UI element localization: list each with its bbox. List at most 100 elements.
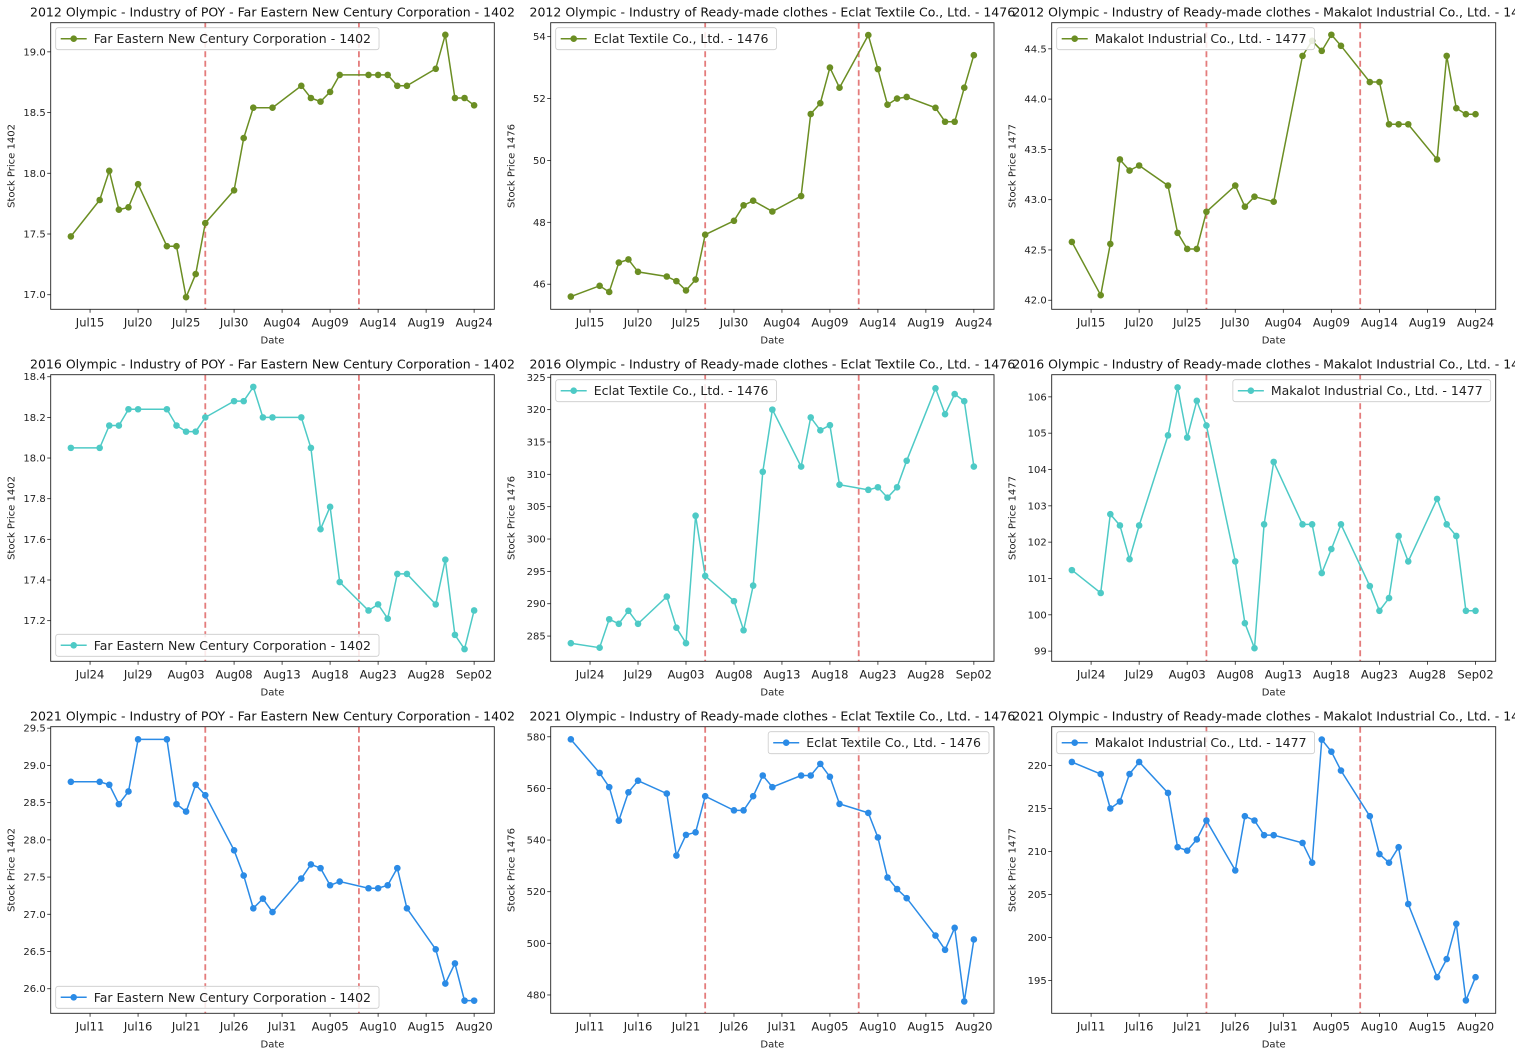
data-point [1328,748,1335,755]
chart-title: 2016 Olympic - Industry of POY - Far Eas… [30,357,515,372]
x-tick-label: Jul11 [575,1019,605,1033]
data-point [461,645,468,653]
data-point [836,800,843,808]
x-tick-label: Jul20 [623,315,653,329]
x-tick-label: Jul20 [1124,315,1154,329]
data-point [625,256,632,263]
y-tick-label: 290 [527,599,546,610]
x-tick-label: Aug19 [1409,315,1446,329]
y-tick-label: 44.5 [1024,44,1046,55]
plot-frame [1051,22,1497,310]
series-line [70,34,475,300]
data-point [173,800,180,808]
y-tick-label: 305 [527,502,546,513]
y-tick-label: 28.5 [23,798,45,809]
y-tick-label: 27.5 [23,873,45,884]
data-point [1251,817,1258,824]
data-point [567,736,575,743]
data-point [615,620,623,628]
x-tick-label: Aug20 [456,1019,493,1033]
data-point [951,390,958,398]
x-tick-label: Aug15 [1409,1019,1446,1033]
x-tick-label: Jul24 [1076,667,1106,681]
x-tick-label: Aug18 [811,667,848,681]
data-point [105,422,113,429]
y-tick-label: 560 [527,784,546,795]
x-tick-label: Jul30 [719,315,749,329]
plot-frame [1051,374,1497,662]
data-point [307,444,315,452]
y-tick-label: 17.4 [23,575,45,586]
data-point [1135,162,1143,169]
legend-label: Far Eastern New Century Corporation - 14… [94,638,371,653]
y-tick-label: 28.0 [23,835,45,846]
data-point [1462,607,1470,615]
x-tick-label: Aug09 [811,315,848,329]
x-tick-label: Aug20 [955,1019,992,1033]
data-point [451,960,459,967]
data-point [1462,110,1470,118]
subplot-9: 2021 Olympic - Industry of Ready-made cl… [1008,709,1515,1051]
data-point [470,607,478,614]
x-tick-label: Jul15 [575,315,605,329]
y-tick-label: 54 [533,32,546,43]
data-point [394,82,401,90]
data-point [394,864,401,872]
data-point [826,421,834,429]
data-point [1462,997,1470,1004]
data-point [807,772,815,779]
x-tick-label: Aug04 [763,315,800,329]
y-tick-label: 18.2 [23,413,45,424]
data-point [105,781,113,789]
plot-frame [50,726,495,1014]
x-tick-label: Jul21 [171,1019,201,1033]
data-point [663,593,671,600]
y-tick-label: 17.2 [23,616,45,627]
legend-label: Makalot Industrial Co., Ltd. - 1477 [1095,735,1307,750]
data-point [163,736,171,743]
data-point [317,525,324,533]
data-point [1126,167,1133,174]
legend: Far Eastern New Century Corporation - 14… [55,27,380,51]
y-tick-label: 29.0 [23,761,45,772]
data-point [932,384,939,392]
data-point [307,861,315,868]
y-tick-label: 200 [1028,933,1047,944]
x-tick-label: Jul25 [671,315,701,329]
y-tick-label: 18.0 [23,169,45,180]
data-point [163,242,171,250]
x-tick-label: Aug24 [955,315,992,329]
data-point [259,895,267,902]
x-tick-label: Aug28 [907,667,944,681]
x-tick-label: Aug23 [1361,667,1398,681]
data-point [1452,532,1460,540]
x-tick-label: Aug10 [1361,1019,1398,1033]
x-tick-label: Jul16 [623,1019,653,1033]
data-point [1126,770,1133,778]
data-point [960,84,968,91]
y-tick-label: 540 [527,836,546,847]
data-point [1404,120,1412,128]
data-point [836,84,843,91]
data-point [1385,120,1393,128]
data-point [201,219,209,227]
data-point [1337,42,1345,50]
legend-label: Eclat Textile Co., Ltd. - 1476 [594,31,769,46]
legend-box [555,27,777,51]
y-tick-label: 215 [1028,804,1047,815]
x-tick-label: Jul16 [1124,1019,1154,1033]
y-tick-label: 18.4 [23,372,45,383]
legend-box [55,985,380,1009]
x-axis-label: Date [760,335,784,346]
data-point [903,457,910,465]
data-point [125,203,132,211]
x-tick-label: Aug13 [264,667,301,681]
legend-marker-swatch [70,642,77,649]
y-tick-label: 103 [1028,501,1047,512]
legend: Far Eastern New Century Corporation - 14… [55,985,380,1009]
y-tick-label: 285 [527,632,546,643]
y-tick-label: 52 [533,94,546,105]
data-point [663,273,671,280]
x-axis-label: Date [760,1039,784,1050]
